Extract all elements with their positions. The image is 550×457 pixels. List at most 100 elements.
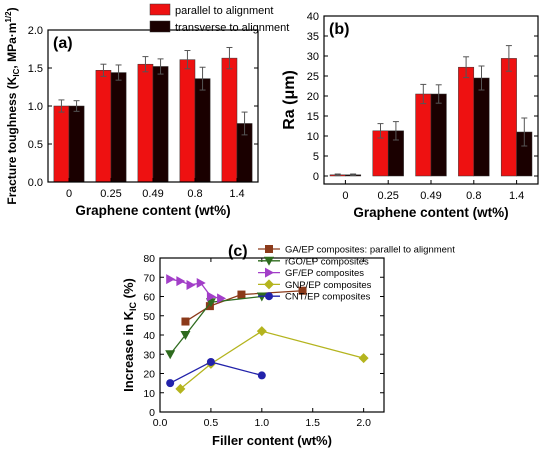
y-tick-label: 10 bbox=[307, 131, 319, 143]
x-tick-label: 0.49 bbox=[142, 188, 163, 200]
x-tick-label: 0.25 bbox=[100, 188, 121, 200]
x-tick-label: 1.4 bbox=[509, 190, 524, 202]
legend-label: rGO/EP composites bbox=[285, 256, 369, 267]
y-tick-label: 0 bbox=[149, 407, 155, 419]
legend-marker bbox=[265, 267, 274, 278]
y-tick-label: 30 bbox=[143, 349, 155, 361]
panel-label: (a) bbox=[53, 35, 73, 52]
legend-marker bbox=[264, 279, 274, 290]
bar bbox=[415, 93, 432, 177]
bar bbox=[473, 77, 490, 177]
y-tick-label: 80 bbox=[143, 253, 155, 265]
legend-marker bbox=[265, 245, 273, 253]
legend-label: transverse to alignment bbox=[175, 22, 289, 34]
data-point bbox=[237, 290, 246, 299]
y-axis-label: Increase in KIC (%) bbox=[121, 278, 138, 392]
x-tick-label: 0.8 bbox=[187, 188, 202, 200]
y-axis-label-sub: IC bbox=[128, 301, 138, 311]
data-point bbox=[256, 292, 267, 302]
bar bbox=[221, 57, 238, 183]
chart-panel-b: 0 5 10 15 20 25 30 35 40 0 0.25 0.49 0.8 1.4 (b) Graphe… bbox=[281, 11, 539, 220]
y-axis-label-sub: IC bbox=[12, 68, 21, 76]
x-axis-label: Graphene content (wt%) bbox=[75, 203, 230, 218]
bar bbox=[95, 70, 112, 183]
data-point bbox=[196, 278, 206, 289]
y-tick-label: 2.0 bbox=[28, 25, 43, 37]
x-tick-label: 1.5 bbox=[305, 417, 320, 429]
bar bbox=[110, 72, 127, 183]
y-tick-label: 40 bbox=[143, 330, 155, 342]
x-tick-label: 0.5 bbox=[204, 417, 219, 429]
y-tick-label: 20 bbox=[143, 369, 155, 381]
legend-label: GNP/EP composites bbox=[285, 280, 372, 291]
x-tick-label: 1.0 bbox=[255, 417, 270, 429]
y-tick-label: 1.0 bbox=[28, 101, 43, 113]
legend-swatch bbox=[149, 20, 171, 33]
data-point bbox=[166, 274, 176, 285]
series-line bbox=[169, 295, 262, 355]
bar bbox=[152, 66, 169, 183]
data-point bbox=[175, 383, 186, 394]
x-tick-label: 2.0 bbox=[356, 417, 371, 429]
data-point bbox=[206, 357, 215, 366]
legend-label: parallel to alignment bbox=[175, 5, 273, 17]
legend-marker bbox=[265, 292, 273, 301]
legend-label: GF/EP composites bbox=[285, 268, 364, 279]
data-point bbox=[206, 291, 216, 302]
bar bbox=[500, 58, 517, 177]
legend-marker bbox=[264, 256, 274, 266]
y-tick-label: 60 bbox=[143, 292, 155, 304]
y-axis-label: Fracture toughness (KIC, MPa·m1/2) bbox=[4, 7, 21, 204]
y-tick-label: 0.0 bbox=[28, 177, 43, 189]
chart-panel-a: 0.0 0.5 1.0 1.5 2.0 0 0.25 0.49 0.8 1.4 (a) Graphen… bbox=[4, 3, 289, 218]
bar bbox=[68, 105, 85, 183]
y-axis-label-close: ) bbox=[5, 7, 19, 11]
series-line bbox=[169, 361, 262, 384]
y-axis-label-unit: , MPa·m bbox=[5, 23, 19, 69]
y-axis-label-sup: 1/2 bbox=[4, 11, 13, 23]
data-point bbox=[165, 350, 176, 360]
y-tick-label: 20 bbox=[307, 91, 319, 103]
data-point bbox=[186, 279, 196, 290]
bar bbox=[137, 63, 154, 183]
legend-swatch bbox=[149, 3, 171, 16]
data-point bbox=[298, 286, 307, 295]
x-axis-label: Filler content (wt%) bbox=[212, 433, 332, 448]
data-point bbox=[166, 379, 175, 388]
y-tick-label: 40 bbox=[307, 11, 319, 23]
x-tick-label: 0.0 bbox=[153, 417, 168, 429]
legend-label: GA/EP composites: parallel to alignment bbox=[285, 245, 455, 256]
y-tick-label: 25 bbox=[307, 71, 319, 83]
x-tick-label: 0.25 bbox=[377, 190, 398, 202]
bar bbox=[458, 66, 475, 177]
data-point bbox=[181, 317, 190, 326]
y-tick-label: 5 bbox=[313, 151, 319, 163]
y-tick-label: 70 bbox=[143, 272, 155, 284]
data-point bbox=[256, 326, 267, 337]
y-tick-label: 0 bbox=[313, 171, 319, 183]
panel-label: (c) bbox=[228, 243, 248, 260]
y-tick-label: 0.5 bbox=[28, 139, 43, 151]
data-point bbox=[180, 331, 191, 340]
y-tick-label: 50 bbox=[143, 311, 155, 323]
x-axis-label: Graphene content (wt%) bbox=[353, 205, 508, 220]
y-tick-label: 30 bbox=[307, 51, 319, 63]
data-point bbox=[358, 353, 369, 364]
data-point bbox=[176, 276, 186, 287]
bar bbox=[194, 78, 211, 183]
y-tick-label: 10 bbox=[143, 388, 155, 400]
data-point bbox=[217, 293, 227, 304]
data-point bbox=[257, 371, 266, 380]
chart-panel-c: 0 10 20 30 40 50 60 70 80 0.0 0.5 1.0 1.5 2.0 (c) Fille… bbox=[121, 243, 455, 448]
legend-label: CNT/EP composites bbox=[285, 292, 371, 303]
bar bbox=[179, 59, 196, 183]
y-tick-label: 15 bbox=[307, 111, 319, 123]
y-tick-label: 35 bbox=[307, 31, 319, 43]
data-point bbox=[205, 302, 214, 311]
y-axis-label: Ra (μm) bbox=[281, 70, 298, 130]
bar bbox=[53, 105, 70, 183]
y-tick-label: 1.5 bbox=[28, 63, 43, 75]
bar bbox=[430, 93, 447, 177]
x-tick-label: 0.8 bbox=[466, 190, 481, 202]
